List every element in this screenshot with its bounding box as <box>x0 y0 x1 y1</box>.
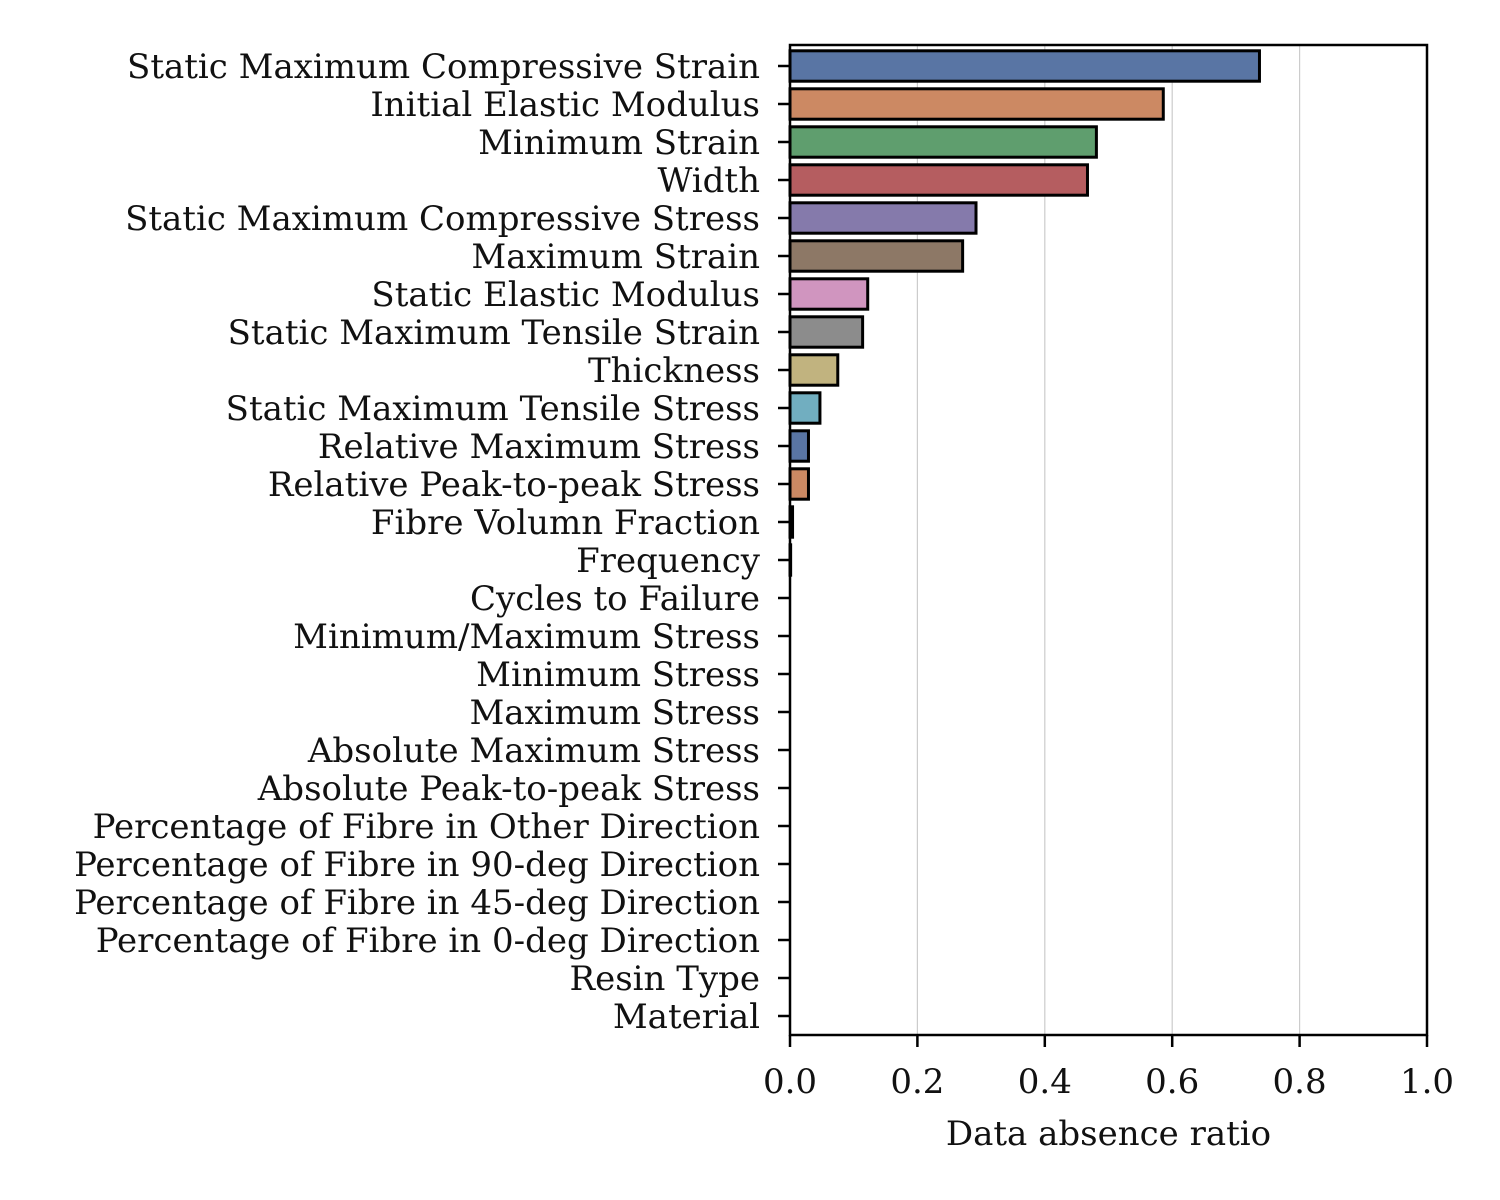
category-label: Absolute Peak-to-peak Stress <box>257 769 760 809</box>
category-label: Percentage of Fibre in 90-deg Direction <box>74 845 760 885</box>
x-axis: 0.0 0.2 0.4 0.6 0.8 1.0 <box>763 1035 1454 1102</box>
category-label: Cycles to Failure <box>470 579 760 619</box>
category-label: Static Maximum Compressive Strain <box>127 47 760 87</box>
category-label: Percentage of Fibre in 45-deg Direction <box>74 883 760 923</box>
category-label: Percentage of Fibre in Other Direction <box>93 807 760 847</box>
category-label: Frequency <box>576 541 761 581</box>
category-label: Minimum Stress <box>476 655 760 695</box>
x-tick-label: 0.6 <box>1145 1062 1199 1102</box>
category-label: Static Maximum Tensile Strain <box>228 313 760 353</box>
x-tick-label: 0.0 <box>763 1062 817 1102</box>
category-label: Absolute Maximum Stress <box>307 731 760 771</box>
bars <box>788 49 1261 577</box>
category-label: Maximum Strain <box>471 237 760 277</box>
bar <box>788 201 978 235</box>
bar <box>788 353 840 387</box>
grid-lines <box>916 45 1301 1035</box>
x-tick-label: 0.8 <box>1273 1062 1327 1102</box>
category-label: Static Elastic Modulus <box>371 275 760 315</box>
category-label: Maximum Stress <box>469 693 760 733</box>
category-label: Percentage of Fibre in 0-deg Direction <box>96 921 760 961</box>
category-label: Material <box>613 997 760 1037</box>
x-tick-label: 1.0 <box>1400 1062 1454 1102</box>
bar <box>788 467 810 501</box>
x-tick-label: 0.2 <box>890 1062 944 1102</box>
bar <box>788 429 810 463</box>
bar <box>788 391 822 425</box>
category-label: Resin Type <box>569 959 760 999</box>
plot-frame <box>788 43 1429 1037</box>
bar <box>788 125 1098 159</box>
bar <box>788 49 1261 83</box>
category-label: Static Maximum Compressive Stress <box>125 199 760 239</box>
x-axis-label: Data absence ratio <box>946 1114 1271 1154</box>
category-label: Minimum Strain <box>478 123 760 163</box>
x-tick-label: 0.4 <box>1018 1062 1072 1102</box>
bar <box>788 163 1089 197</box>
category-label: Width <box>657 161 760 201</box>
category-label: Thickness <box>588 351 760 391</box>
bar <box>788 315 865 349</box>
y-axis: Static Maximum Compressive StrainInitial… <box>74 47 790 1037</box>
bar <box>788 239 965 273</box>
category-label: Relative Maximum Stress <box>318 427 760 467</box>
category-label: Minimum/Maximum Stress <box>293 617 760 657</box>
bar <box>788 277 870 311</box>
category-label: Initial Elastic Modulus <box>370 85 760 125</box>
category-label: Relative Peak-to-peak Stress <box>268 465 760 505</box>
bar <box>788 87 1165 121</box>
category-label: Static Maximum Tensile Stress <box>226 389 760 429</box>
category-label: Fibre Volumn Fraction <box>371 503 760 543</box>
